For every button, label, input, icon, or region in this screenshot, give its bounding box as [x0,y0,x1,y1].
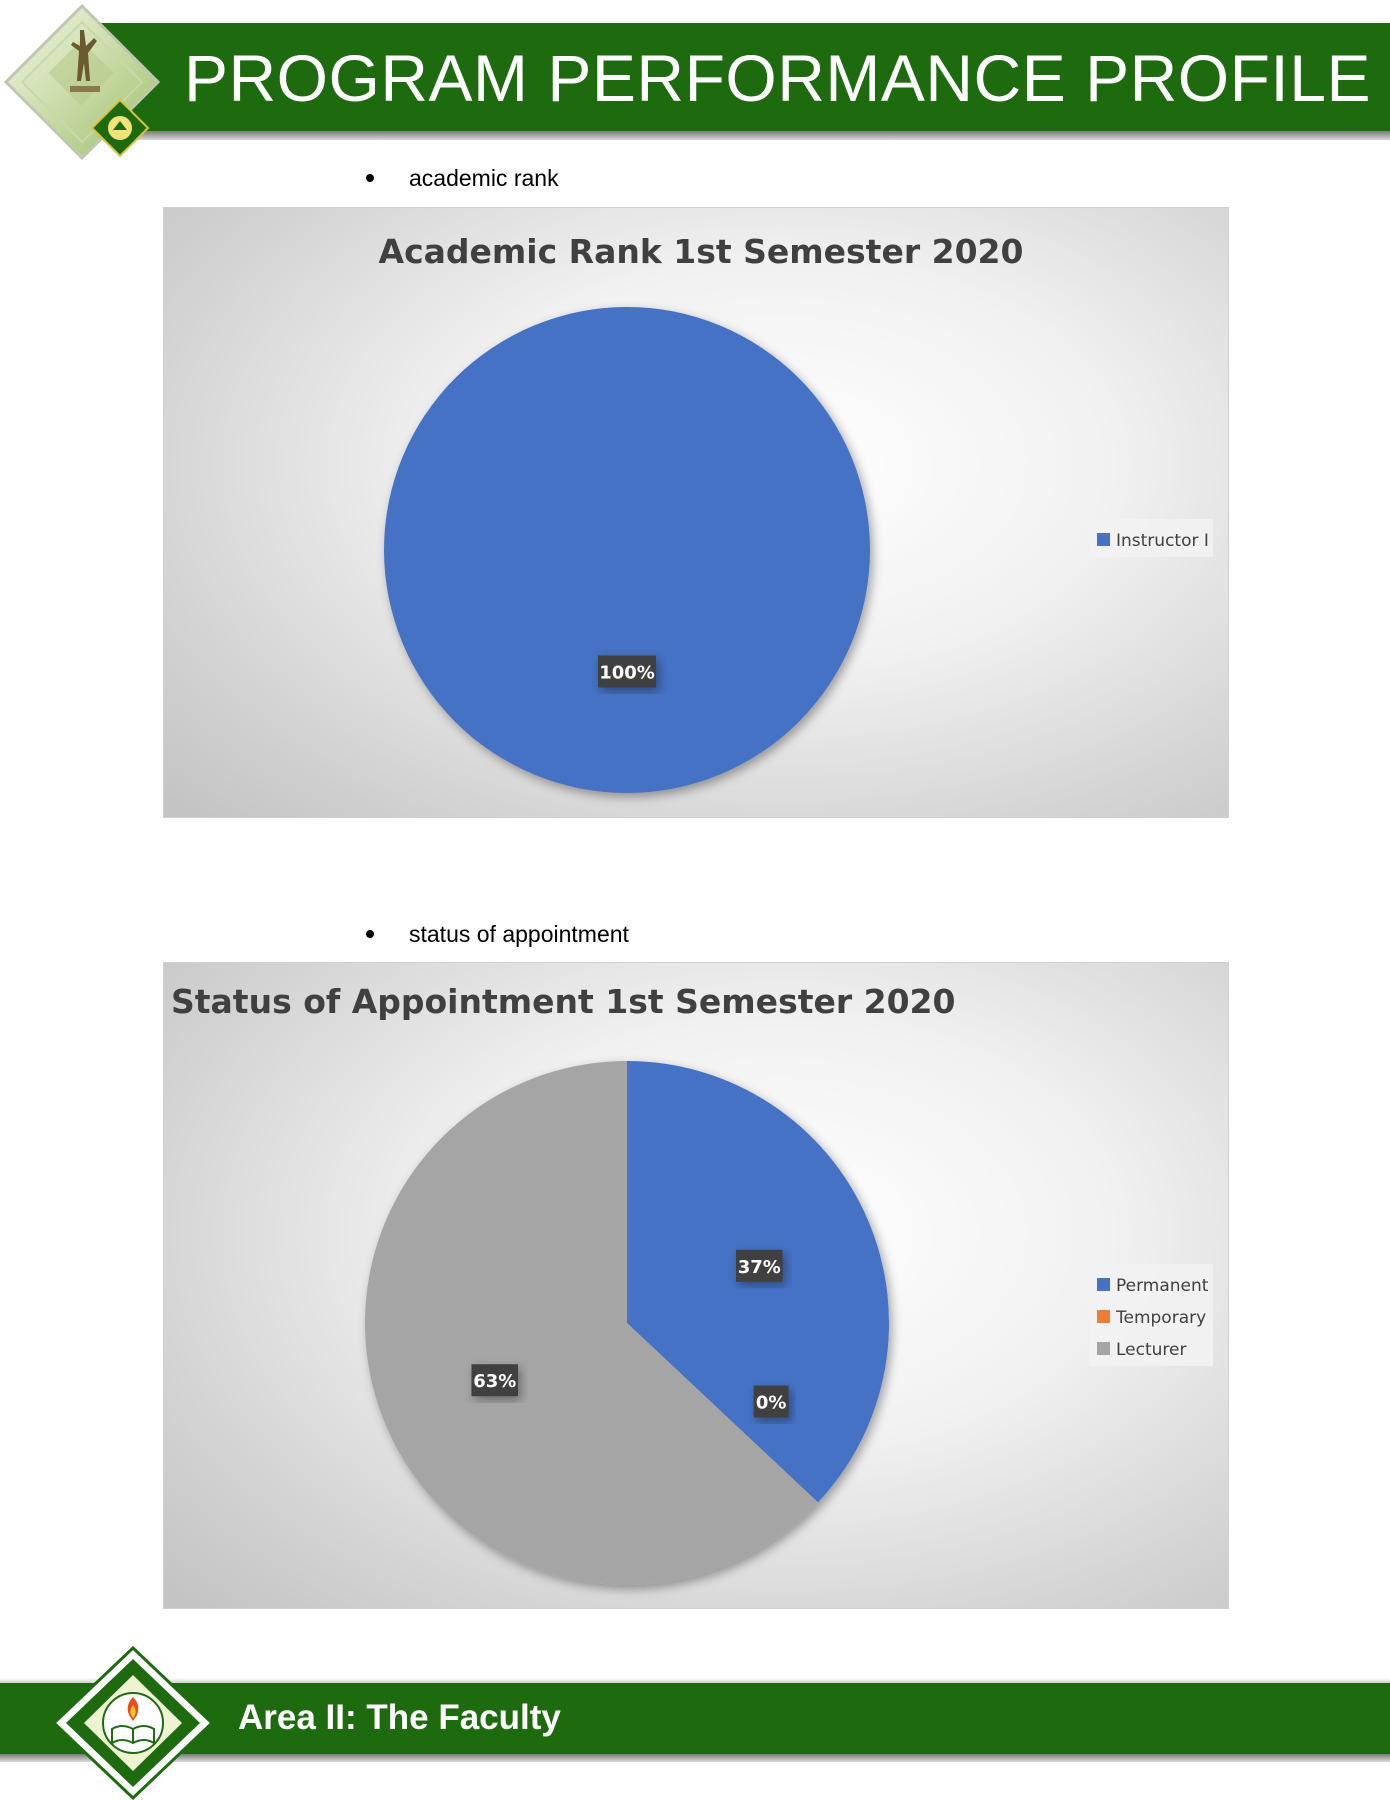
header-shadow [100,131,1390,140]
chart-title: Academic Rank 1st Semester 2020 [379,232,1024,271]
footer-band [0,1683,1390,1754]
legend-swatch-temporary [1097,1310,1110,1323]
status-of-appointment-pie-svg: Status of Appointment 1st Semester 2020 3… [171,982,1213,1585]
legend-label-lecturer: Lecturer [1116,1340,1186,1360]
data-label-temporary: 0% [756,1393,787,1414]
academic-rank-chart: Academic Rank 1st Semester 2020 100% Instr… [163,207,1229,818]
bullet-text: status of appointment [409,921,629,947]
legend-swatch-permanent [1097,1278,1110,1291]
footer-shadow-top [0,1678,1390,1683]
footer-shadow [0,1754,1390,1762]
bullet-dot [366,174,374,182]
university-seal-logo [51,1645,215,1800]
status-of-appointment-chart: Status of Appointment 1st Semester 2020 3… [163,962,1229,1609]
legend-swatch-instructor-i [1097,533,1110,546]
bullet-text: academic rank [409,165,559,191]
university-logo-top [3,3,161,161]
bullet-dot [366,930,374,938]
data-label-permanent: 37% [738,1257,781,1278]
legend-label-temporary: Temporary [1115,1308,1206,1328]
data-label-lecturer: 63% [473,1371,516,1392]
data-label-box [471,1364,519,1397]
pie-slice-instructor-i [384,307,870,793]
academic-rank-pie-svg: Academic Rank 1st Semester 2020 100% Instr… [379,232,1213,793]
data-label-box [735,1249,783,1282]
chart-title: Status of Appointment 1st Semester 2020 [171,982,955,1021]
pie-slice-lecturer [365,1061,818,1585]
legend-label-permanent: Permanent [1116,1276,1209,1296]
data-label-box [753,1385,789,1418]
legend-swatch-lecturer [1097,1342,1110,1355]
header-band [100,23,1390,131]
data-label-instructor-i: 100% [599,663,655,684]
page-title: PROGRAM PERFORMANCE PROFILE [184,41,1371,115]
footer-title: Area II: The Faculty [238,1698,561,1737]
legend-label-instructor-i: Instructor I [1116,531,1209,551]
data-label-box [598,655,656,688]
